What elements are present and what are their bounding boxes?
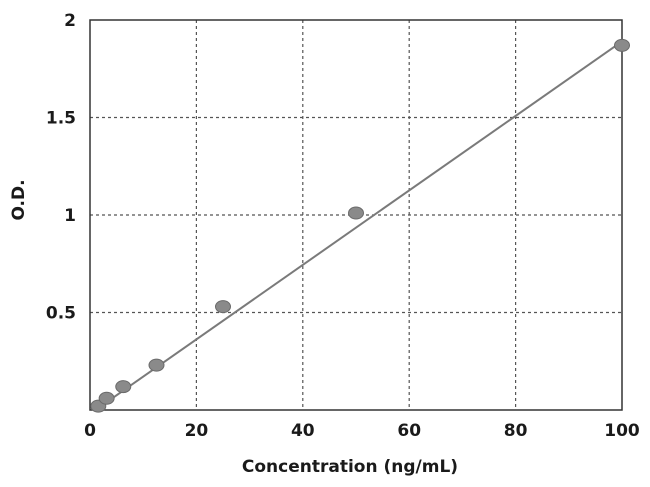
data-points bbox=[90, 38, 630, 413]
data-point bbox=[614, 38, 630, 52]
plot-frame bbox=[89, 19, 623, 411]
tick-labels: 0 20 40 60 80 100 0.5 1 1.5 2 bbox=[46, 11, 640, 441]
x-tick-label: 80 bbox=[504, 421, 528, 441]
x-tick-label: 0 bbox=[84, 421, 96, 441]
y-tick-label: 1.5 bbox=[46, 109, 76, 129]
data-point bbox=[115, 380, 132, 394]
x-tick-label: 20 bbox=[185, 421, 209, 441]
data-point bbox=[215, 300, 231, 314]
y-tick-label: 1 bbox=[64, 206, 76, 226]
x-tick-label: 40 bbox=[291, 421, 315, 441]
x-axis-title: Concentration (ng/mL) bbox=[242, 457, 458, 477]
data-point bbox=[148, 358, 165, 372]
data-point bbox=[98, 391, 115, 405]
x-tick-label: 100 bbox=[604, 421, 640, 441]
y-axis-title: O.D. bbox=[9, 179, 29, 220]
x-tick-label: 60 bbox=[397, 421, 421, 441]
y-tick-label: 2 bbox=[64, 11, 76, 31]
data-point bbox=[348, 206, 364, 220]
y-tick-label: 0.5 bbox=[46, 304, 76, 324]
trendline bbox=[97, 40, 623, 409]
